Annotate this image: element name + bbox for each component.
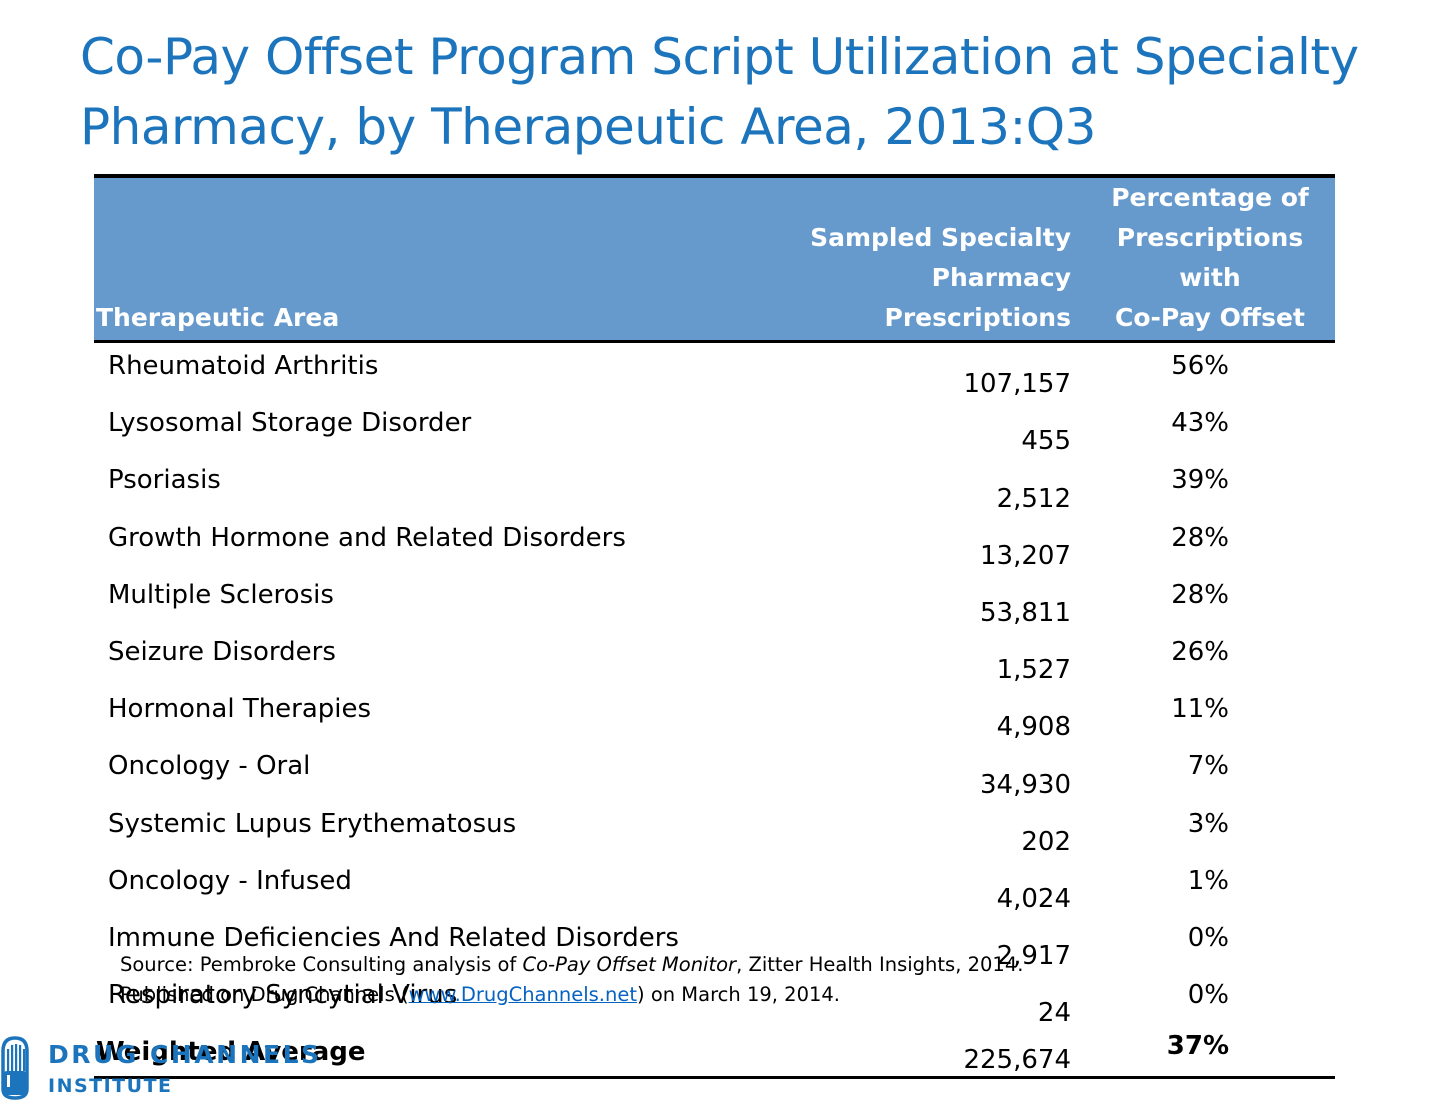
published-text: Published on Drug Channels ( — [120, 983, 409, 1006]
table-row: Respiratory Syncytial Virus 24 0% — [94, 972, 1335, 1029]
cell-prescriptions: 53,811 — [980, 597, 1071, 628]
cell-therapeutic-area: Lysosomal Storage Disorder — [108, 408, 472, 439]
header-prescriptions-line: Sampled Specialty — [810, 223, 1071, 252]
table-row: Rheumatoid Arthritis 107,157 56% — [94, 342, 1335, 401]
header-prescriptions: Sampled Specialty Pharmacy Prescriptions — [782, 174, 1085, 343]
header-percentage-line: Co-Pay Offset — [1115, 303, 1305, 332]
header-prescriptions-line: Pharmacy — [931, 263, 1071, 292]
cell-prescriptions: 24 — [1037, 998, 1071, 1029]
table-row: Multiple Sclerosis 53,811 28% — [94, 572, 1335, 629]
cell-percentage: 7% — [1187, 751, 1229, 782]
cell-percentage: 0% — [1187, 922, 1229, 953]
cell-therapeutic-area: Oncology - Infused — [108, 865, 352, 896]
source-line: Source: Pembroke Consulting analysis of … — [120, 950, 1023, 980]
header-prescriptions-line: Prescriptions — [884, 303, 1071, 332]
cell-prescriptions: 455 — [1021, 426, 1071, 457]
cell-prescriptions: 2,917 — [996, 941, 1071, 972]
cell-prescriptions: 4,908 — [996, 712, 1071, 743]
cell-percentage: 1% — [1187, 865, 1229, 896]
total-label: Weighted Average — [94, 1029, 782, 1080]
cell-therapeutic-area: Rheumatoid Arthritis — [108, 351, 379, 381]
cell-percentage: 26% — [1171, 636, 1229, 667]
logo-text-secondary: INSTITUTE — [48, 1075, 173, 1097]
cell-percentage: 28% — [1171, 579, 1229, 610]
cell-prescriptions: 13,207 — [980, 540, 1071, 571]
total-row: Weighted Average 225,674 37% — [94, 1029, 1335, 1080]
cell-therapeutic-area: Hormonal Therapies — [108, 694, 372, 725]
header-percentage: Percentage of Prescriptions with Co-Pay … — [1085, 174, 1335, 343]
cell-therapeutic-area: Psoriasis — [108, 465, 221, 496]
cell-percentage: 11% — [1171, 694, 1229, 725]
drugchannels-link[interactable]: www.DrugChannels.net — [408, 983, 638, 1006]
pill-bottle-icon — [1, 1036, 29, 1100]
cell-therapeutic-area: Systemic Lupus Erythematosus — [108, 808, 517, 839]
drug-channels-institute-logo: DRUG CHANNELS INSTITUTE — [0, 1032, 340, 1102]
table-row: Lysosomal Storage Disorder 455 43% — [94, 400, 1335, 457]
header-percentage-line: Prescriptions with — [1116, 223, 1304, 292]
cell-prescriptions: 2,512 — [996, 483, 1071, 514]
cell-prescriptions: 202 — [1021, 826, 1071, 857]
source-note: Source: Pembroke Consulting analysis of … — [120, 950, 1023, 1010]
cell-percentage: 56% — [1171, 351, 1229, 381]
table-row: Immune Deficiencies And Related Disorder… — [94, 915, 1335, 972]
table-row: Hormonal Therapies 4,908 11% — [94, 686, 1335, 743]
header-row: Therapeutic Area Sampled Specialty Pharm… — [94, 174, 1335, 343]
table-row: Systemic Lupus Erythematosus 202 3% — [94, 801, 1335, 858]
cell-percentage: 39% — [1171, 465, 1229, 496]
slide-title: Co-Pay Offset Program Script Utilization… — [80, 28, 1359, 156]
table-row: Growth Hormone and Related Disorders 13,… — [94, 515, 1335, 572]
cell-therapeutic-area: Oncology - Oral — [108, 751, 311, 782]
cell-percentage: 28% — [1171, 522, 1229, 553]
source-publication: Co-Pay Offset Monitor — [522, 953, 737, 976]
header-percentage-line: Percentage of — [1111, 183, 1309, 212]
total-percentage: 37% — [1085, 1029, 1335, 1080]
source-text: Source: Pembroke Consulting analysis of — [120, 953, 523, 976]
cell-prescriptions: 1,527 — [996, 655, 1071, 686]
cell-therapeutic-area: Immune Deficiencies And Related Disorder… — [108, 922, 679, 953]
total-prescriptions: 225,674 — [782, 1029, 1085, 1080]
table-row: Oncology - Oral 34,930 7% — [94, 743, 1335, 800]
cell-percentage: 0% — [1187, 980, 1229, 1011]
published-line: Published on Drug Channels (www.DrugChan… — [120, 980, 1023, 1010]
cell-therapeutic-area: Growth Hormone and Related Disorders — [108, 522, 626, 553]
cell-prescriptions: 34,930 — [980, 769, 1071, 800]
published-text: ) on March 19, 2014. — [637, 983, 840, 1006]
cell-percentage: 43% — [1171, 408, 1229, 439]
logo-text-primary: DRUG CHANNELS — [48, 1040, 322, 1069]
source-text: , Zitter Health Insights, 2014. — [736, 953, 1024, 976]
table-row: Oncology - Infused 4,024 1% — [94, 858, 1335, 915]
data-table: Therapeutic Area Sampled Specialty Pharm… — [94, 174, 1335, 1080]
cell-percentage: 3% — [1187, 808, 1229, 839]
header-therapeutic-area: Therapeutic Area — [94, 174, 782, 343]
cell-therapeutic-area: Multiple Sclerosis — [108, 579, 334, 610]
cell-prescriptions: 107,157 — [963, 369, 1071, 400]
cell-therapeutic-area: Seizure Disorders — [108, 636, 336, 667]
cell-prescriptions: 4,024 — [996, 883, 1071, 914]
table-row: Seizure Disorders 1,527 26% — [94, 629, 1335, 686]
cell-therapeutic-area: Respiratory Syncytial Virus — [108, 980, 458, 1011]
table-row: Psoriasis 2,512 39% — [94, 457, 1335, 514]
